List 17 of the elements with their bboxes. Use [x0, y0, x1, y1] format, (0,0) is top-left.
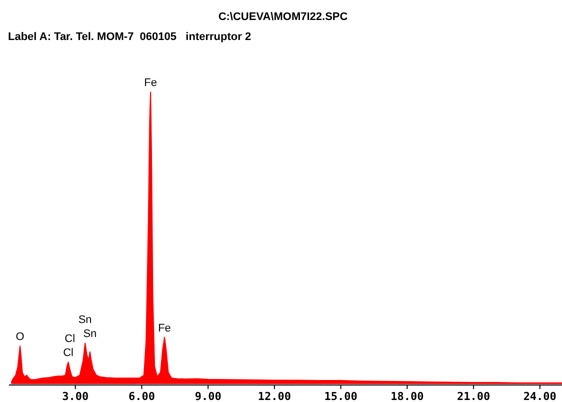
x-tick-label: 15.00 — [324, 390, 358, 402]
x-tick-label: 9.00 — [194, 390, 222, 402]
annotation: Cl — [63, 347, 74, 360]
annotation: Fe — [158, 322, 171, 334]
x-tick-label: 18.00 — [390, 390, 424, 402]
annotation: Sn — [83, 328, 97, 340]
chart-subtitle: Label A: Tar. Tel. MOM-7 060105 interruptor 2 — [8, 31, 252, 43]
annotation: Sn — [78, 314, 92, 326]
annotation: Cl — [64, 333, 76, 346]
x-tick-label: 24.00 — [523, 390, 556, 402]
x-tick-label: 6.00 — [128, 390, 155, 402]
x-tick-label: 21.00 — [456, 390, 490, 402]
annotation: Fe — [144, 77, 157, 89]
x-tick-label: 3.00 — [62, 390, 89, 402]
annotation: O — [16, 331, 25, 344]
x-tick-label: 12.00 — [258, 390, 292, 402]
chart-title: C:\CUEVA\MOM7I22.SPC — [218, 11, 348, 23]
